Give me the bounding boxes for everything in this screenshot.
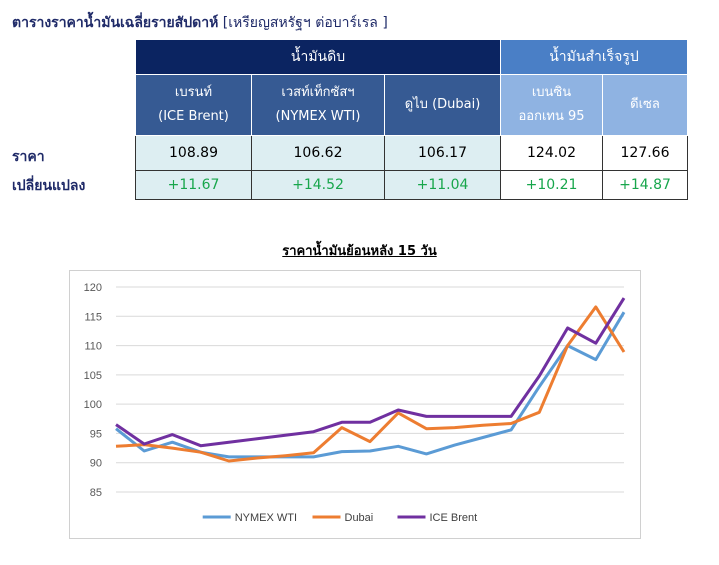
column-header-dubai-line1: ดูไบ (Dubai) (404, 97, 481, 112)
price-cell-brent: 108.89 (135, 135, 252, 171)
change-cell-diesel: +14.87 (602, 170, 688, 200)
y-tick-label: 90 (90, 458, 102, 470)
column-header-wti-line2: (NYMEX WTI) (275, 109, 361, 124)
y-tick-label: 110 (84, 341, 102, 353)
price-cell-gasoline: 124.02 (500, 135, 603, 171)
price-table: น้ำมันดิบ น้ำมันสำเร็จรูป เบรนท์ (ICE Br… (135, 39, 688, 200)
y-tick-label: 95 (90, 428, 102, 440)
page-title: ตารางราคาน้ำมันเฉลี่ยรายสัปดาห์ [เหรียญส… (12, 12, 388, 34)
y-tick-label: 115 (84, 311, 102, 323)
price-cell-diesel: 127.66 (602, 135, 688, 171)
chart-container: 85 90 95 100 105 110 115 120 NYMEX WTI Dubai ICE B… (69, 270, 641, 539)
row-label-change: เปลี่ยนแปลง (12, 178, 86, 194)
column-header-diesel: ดีเซล (602, 74, 688, 136)
column-header-brent-line1: เบรนท์ (174, 85, 213, 100)
column-header-gasoline-line1: เบนซิน (531, 85, 572, 100)
column-header-gasoline-line2: ออกเทน 95 (518, 109, 585, 124)
y-tick-label: 100 (84, 399, 102, 411)
legend-label: NYMEX WTI (235, 512, 297, 524)
chart-title: ราคาน้ำมันย้อนหลัง 15 วัน (282, 244, 437, 259)
price-cell-wti: 106.62 (251, 135, 385, 171)
column-header-dubai: ดูไบ (Dubai) (384, 74, 501, 136)
row-label-price: ราคา (12, 149, 45, 165)
price-cell-dubai: 106.17 (384, 135, 501, 171)
change-row: +11.67 +14.52 +11.04 +10.21 +14.87 (135, 170, 688, 200)
line-chart: 85 90 95 100 105 110 115 120 NYMEX WTI Dubai ICE B… (84, 282, 626, 524)
column-header-brent-line2: (ICE Brent) (158, 109, 229, 124)
series-line (115, 305, 626, 463)
column-header-diesel-line1: ดีเซล (630, 97, 660, 112)
change-cell-brent: +11.67 (135, 170, 252, 200)
change-cell-gasoline: +10.21 (500, 170, 603, 200)
y-tick-label: 85 (90, 487, 102, 499)
price-row: 108.89 106.62 106.17 124.02 127.66 (135, 135, 688, 171)
header-crude-oil: น้ำมันดิบ (135, 39, 501, 75)
header-refined-oil: น้ำมันสำเร็จรูป (500, 39, 688, 75)
legend-label: ICE Brent (430, 512, 478, 524)
column-header-brent: เบรนท์ (ICE Brent) (135, 74, 252, 136)
series-line (115, 311, 626, 459)
page-title-unit: [เหรียญสหรัฐฯ ต่อบาร์เรล ] (222, 15, 388, 31)
change-cell-dubai: +11.04 (384, 170, 501, 200)
column-header-wti-line1: เวสท์เท็กซัสฯ (281, 85, 355, 100)
page-title-text: ตารางราคาน้ำมันเฉลี่ยรายสัปดาห์ (12, 15, 219, 31)
column-header-gasoline: เบนซิน ออกเทน 95 (500, 74, 603, 136)
y-tick-label: 105 (84, 370, 102, 382)
legend-label: Dubai (345, 512, 374, 524)
column-header-wti: เวสท์เท็กซัสฯ (NYMEX WTI) (251, 74, 385, 136)
series-line (115, 297, 626, 448)
change-cell-wti: +14.52 (251, 170, 385, 200)
y-tick-label: 120 (84, 282, 102, 294)
